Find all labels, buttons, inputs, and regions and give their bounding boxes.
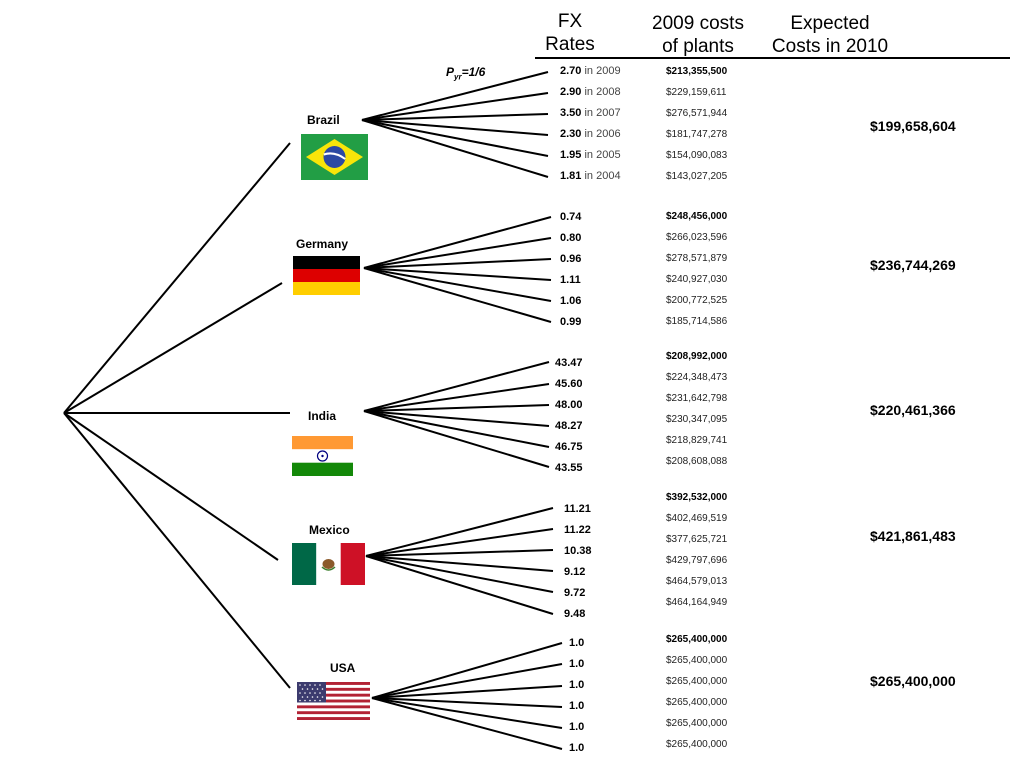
cost-mexico: $429,797,696 [666,555,728,566]
probability-label: Pyr=1/6 [446,65,486,82]
india-flag [292,436,353,476]
cost-germany: $248,456,000 [666,211,728,222]
fx-rate-usa: 1.0 [569,637,585,649]
fx-rate-mexico: 11.21 [564,503,591,515]
fx-rate-brazil-2009: 2.70 in 2009 [560,65,621,77]
cost-india: $231,642,798 [666,393,728,404]
cost-usa: $265,400,000 [666,697,728,708]
root-branch-mexico [63,412,279,561]
country-label-mexico: Mexico [309,523,350,537]
fx-rate-mexico: 9.48 [564,608,586,620]
fx-rate-usa: 1.0 [569,658,585,670]
cost-mexico: $464,579,013 [666,576,728,587]
cost-india: $208,992,000 [666,351,728,362]
cost-usa: $265,400,000 [666,739,728,750]
expected-costs-header: Expected Costs in 2010 [771,13,889,57]
costs-2009-header: 2009 costs of plants [652,13,744,57]
country-label-brazil: Brazil [307,113,340,127]
fx-rate-india: 43.47 [555,357,583,369]
fx-rate-india: 48.27 [555,420,583,432]
cost-brazil: $154,090,083 [666,150,728,161]
cost-brazil: $143,027,205 [666,171,728,182]
fx-rate-germany: 1.11 [560,274,581,286]
cost-brazil: $276,571,944 [666,108,728,119]
fx-rate-germany: 0.96 [560,253,582,265]
country-label-usa: USA [330,661,356,675]
cost-mexico: $377,625,721 [666,534,728,545]
cost-mexico: $464,164,949 [666,597,728,608]
fx-rates-header: FX Rates [545,11,595,55]
cost-germany: $185,714,586 [666,316,728,327]
expected-cost-usa: $265,400,000 [870,673,956,689]
cost-usa: $265,400,000 [666,718,728,729]
cost-germany: $240,927,030 [666,274,728,285]
fx-rate-brazil-2005: 1.95 in 2005 [560,149,621,161]
fx-rate-usa: 1.0 [569,721,585,733]
fx-rate-mexico: 9.72 [564,587,586,599]
cost-germany: $200,772,525 [666,295,728,306]
cost-usa: $265,400,000 [666,655,728,666]
fx-rate-mexico: 11.22 [564,524,591,536]
cost-india: $230,347,095 [666,414,728,425]
fx-rate-brazil-2008: 2.90 in 2008 [560,86,621,98]
country-label-germany: Germany [296,237,349,251]
cost-mexico: $402,469,519 [666,513,728,524]
fx-rate-india: 43.55 [555,462,583,474]
expected-cost-india: $220,461,366 [870,402,956,418]
fx-rate-germany: 0.99 [560,316,582,328]
expected-cost-germany: $236,744,269 [870,257,956,273]
fx-rate-brazil-2006: 2.30 in 2006 [560,128,621,140]
brazil-flag [301,134,368,180]
root-branch-brazil [63,142,291,414]
cost-india: $218,829,741 [666,435,728,446]
fx-rate-usa: 1.0 [569,700,585,712]
expected-cost-brazil: $199,658,604 [870,118,956,134]
root-branch-germany [63,282,283,414]
germany-flag [293,256,360,295]
root-branch-usa [63,412,291,689]
fx-rate-germany: 1.06 [560,295,582,307]
country-label-india: India [308,409,337,423]
cost-mexico: $392,532,000 [666,492,728,503]
header-rule [535,57,1010,59]
expected-cost-mexico: $421,861,483 [870,528,956,544]
cost-brazil: $229,159,611 [666,87,727,98]
cost-india: $224,348,473 [666,372,728,383]
cost-brazil: $213,355,500 [666,66,728,77]
cost-brazil: $181,747,278 [666,129,728,140]
cost-germany: $278,571,879 [666,253,728,264]
fx-rate-india: 48.00 [555,399,583,411]
cost-germany: $266,023,596 [666,232,728,243]
fx-rate-mexico: 10.38 [564,545,592,557]
cost-usa: $265,400,000 [666,634,728,645]
fx-rate-mexico: 9.12 [564,566,586,578]
fx-rate-usa: 1.0 [569,679,585,691]
cost-india: $208,608,088 [666,456,728,467]
fx-rate-germany: 0.80 [560,232,582,244]
fx-rate-germany: 0.74 [560,211,582,223]
cost-usa: $265,400,000 [666,676,728,687]
fx-rate-brazil-2007: 3.50 in 2007 [560,107,621,119]
fx-rate-brazil-2004: 1.81 in 2004 [560,170,621,182]
fx-rate-india: 46.75 [555,441,583,453]
mexico-flag [292,543,365,585]
fx-rate-india: 45.60 [555,378,583,390]
usa-flag [297,682,370,720]
fx-rate-usa: 1.0 [569,742,585,754]
